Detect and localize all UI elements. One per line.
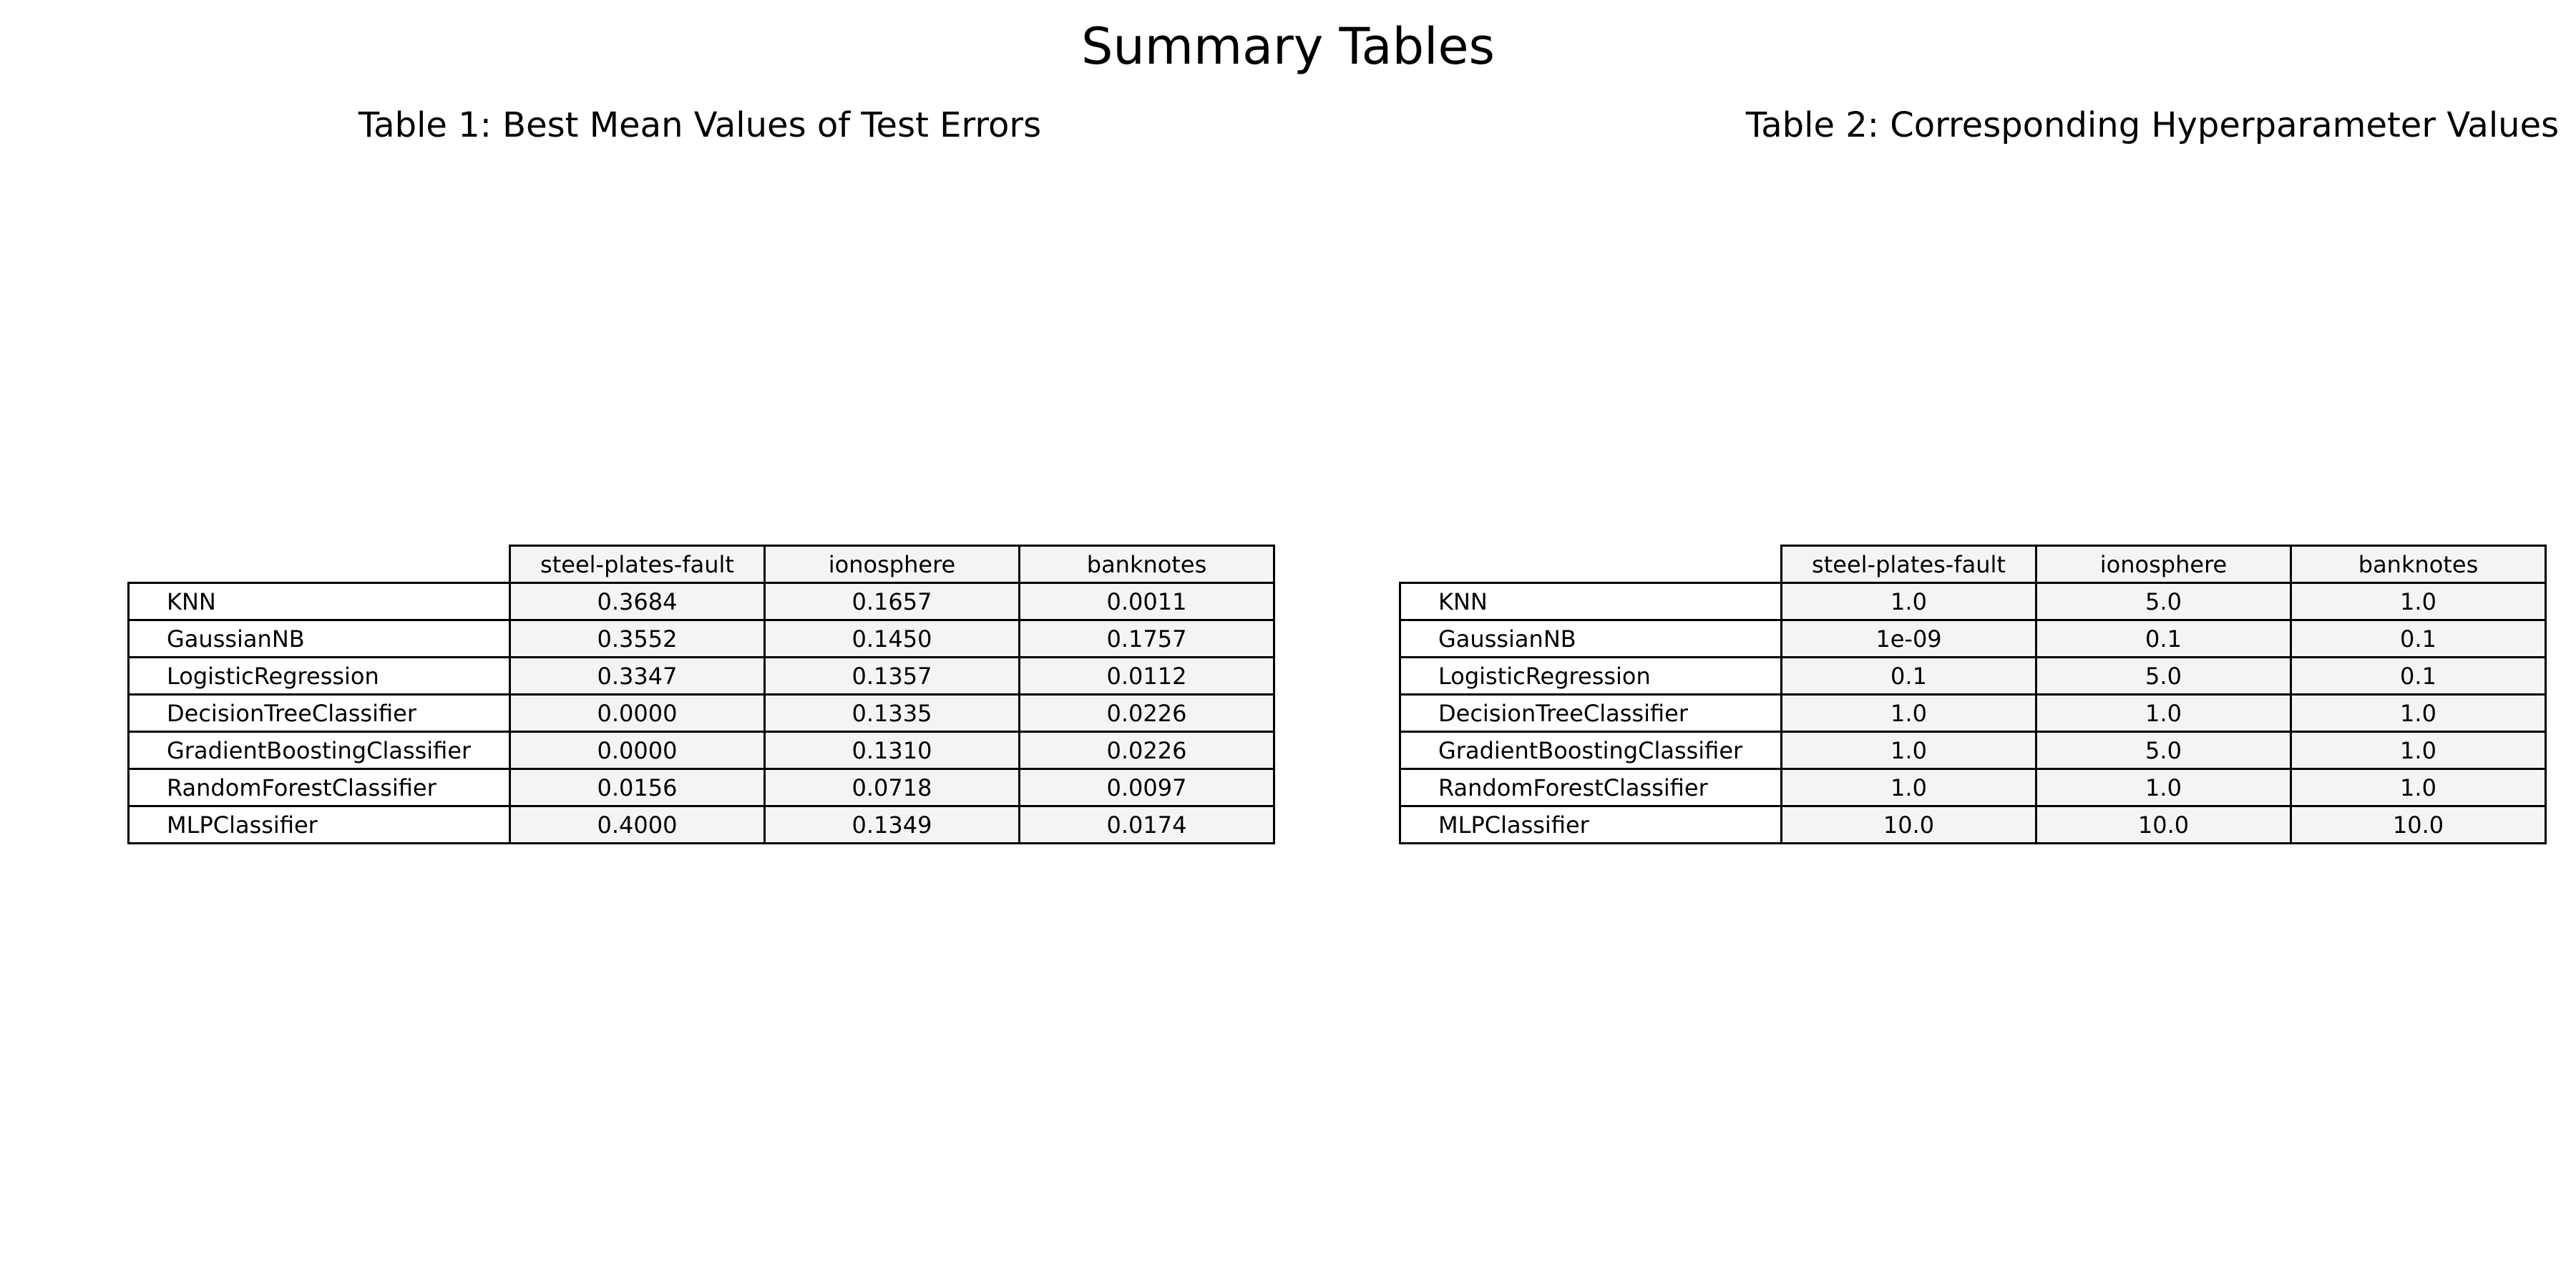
table-cell: 0.1450: [763, 619, 1020, 658]
table-row: GradientBoostingClassifier 1.0 5.0 1.0: [1399, 731, 2547, 770]
row-header: KNN: [1399, 582, 1782, 621]
hyperparameter-table: steel-plates-fault ionosphere banknotes KN…: [1399, 545, 2547, 844]
table-row: RandomForestClassifier 1.0 1.0 1.0: [1399, 768, 2547, 807]
row-header: LogisticRegression: [127, 656, 511, 696]
table-cell: 0.0226: [1018, 693, 1275, 733]
row-header: RandomForestClassifier: [1399, 768, 1782, 807]
test-errors-table: steel-plates-fault ionosphere banknotes KN…: [127, 545, 1275, 844]
row-header: DecisionTreeClassifier: [1399, 693, 1782, 733]
table-cell: 0.3347: [509, 656, 766, 696]
table-1-title: Table 1: Best Mean Values of Test Errors: [358, 105, 1042, 145]
table-header-row: steel-plates-fault ionosphere banknotes: [1400, 545, 2547, 584]
row-header: MLPClassifier: [127, 805, 511, 844]
table-row: LogisticRegression 0.1 5.0 0.1: [1399, 656, 2547, 696]
table-cell: 0.0000: [509, 693, 766, 733]
table-cell: 0.0226: [1018, 731, 1275, 770]
table-cell: 1.0: [2290, 731, 2547, 770]
table-cell: 0.1: [2290, 656, 2547, 696]
table-row: DecisionTreeClassifier 1.0 1.0 1.0: [1399, 693, 2547, 733]
table-cell: 1.0: [1780, 731, 2037, 770]
table-row: MLPClassifier 10.0 10.0 10.0: [1399, 805, 2547, 844]
table-row: LogisticRegression 0.3347 0.1357 0.0112: [127, 656, 1275, 696]
table-2-title: Table 2: Corresponding Hyperparameter Va…: [1745, 105, 2560, 145]
table-cell: 0.3552: [509, 619, 766, 658]
table-cell: 0.1357: [763, 656, 1020, 696]
table-cell: 1e-09: [1780, 619, 2037, 658]
table-row: DecisionTreeClassifier 0.0000 0.1335 0.0226: [127, 693, 1275, 733]
row-header: GradientBoostingClassifier: [1399, 731, 1782, 770]
column-header: steel-plates-fault: [509, 545, 766, 584]
row-header: MLPClassifier: [1399, 805, 1782, 844]
column-header: ionosphere: [763, 545, 1020, 584]
table-cell: 1.0: [2035, 768, 2292, 807]
table-cell: 0.1: [1780, 656, 2037, 696]
table-corner: [129, 546, 510, 583]
table-row: KNN 1.0 5.0 1.0: [1399, 582, 2547, 621]
table-cell: 0.0112: [1018, 656, 1275, 696]
table-cell: 0.1657: [763, 582, 1020, 621]
column-header: steel-plates-fault: [1780, 545, 2037, 584]
table-row: GaussianNB 1e-09 0.1 0.1: [1399, 619, 2547, 658]
table-row: KNN 0.3684 0.1657 0.0011: [127, 582, 1275, 621]
row-header: RandomForestClassifier: [127, 768, 511, 807]
table-corner: [1400, 546, 1782, 583]
row-header: KNN: [127, 582, 511, 621]
table-cell: 0.0011: [1018, 582, 1275, 621]
column-header: banknotes: [2290, 545, 2547, 584]
column-header: ionosphere: [2035, 545, 2292, 584]
table-cell: 0.1757: [1018, 619, 1275, 658]
table-cell: 1.0: [2035, 693, 2292, 733]
table-row: GaussianNB 0.3552 0.1450 0.1757: [127, 619, 1275, 658]
table-cell: 1.0: [1780, 693, 2037, 733]
row-header: GaussianNB: [1399, 619, 1782, 658]
row-header: DecisionTreeClassifier: [127, 693, 511, 733]
table-row: RandomForestClassifier 0.0156 0.0718 0.0097: [127, 768, 1275, 807]
table-cell: 0.0156: [509, 768, 766, 807]
table-cell: 0.1349: [763, 805, 1020, 844]
row-header: GaussianNB: [127, 619, 511, 658]
table-cell: 10.0: [1780, 805, 2037, 844]
table-cell: 0.4000: [509, 805, 766, 844]
table-cell: 0.1335: [763, 693, 1020, 733]
table-cell: 1.0: [2290, 693, 2547, 733]
table-header-row: steel-plates-fault ionosphere banknotes: [129, 545, 1275, 584]
table-cell: 5.0: [2035, 656, 2292, 696]
table-cell: 0.0000: [509, 731, 766, 770]
table-cell: 10.0: [2035, 805, 2292, 844]
row-header: GradientBoostingClassifier: [127, 731, 511, 770]
table-cell: 10.0: [2290, 805, 2547, 844]
table-row: GradientBoostingClassifier 0.0000 0.1310 0.…: [127, 731, 1275, 770]
table-cell: 0.1: [2290, 619, 2547, 658]
column-header: banknotes: [1018, 545, 1275, 584]
table-cell: 1.0: [2290, 768, 2547, 807]
row-header: LogisticRegression: [1399, 656, 1782, 696]
table-cell: 0.1310: [763, 731, 1020, 770]
table-cell: 1.0: [1780, 768, 2037, 807]
table-row: MLPClassifier 0.4000 0.1349 0.0174: [127, 805, 1275, 844]
table-cell: 0.3684: [509, 582, 766, 621]
table-cell: 5.0: [2035, 731, 2292, 770]
table-cell: 5.0: [2035, 582, 2292, 621]
table-cell: 0.0718: [763, 768, 1020, 807]
table-cell: 0.0174: [1018, 805, 1275, 844]
table-cell: 1.0: [2290, 582, 2547, 621]
table-cell: 0.0097: [1018, 768, 1275, 807]
table-cell: 0.1: [2035, 619, 2292, 658]
figure-title: Summary Tables: [1080, 17, 1495, 76]
table-cell: 1.0: [1780, 582, 2037, 621]
